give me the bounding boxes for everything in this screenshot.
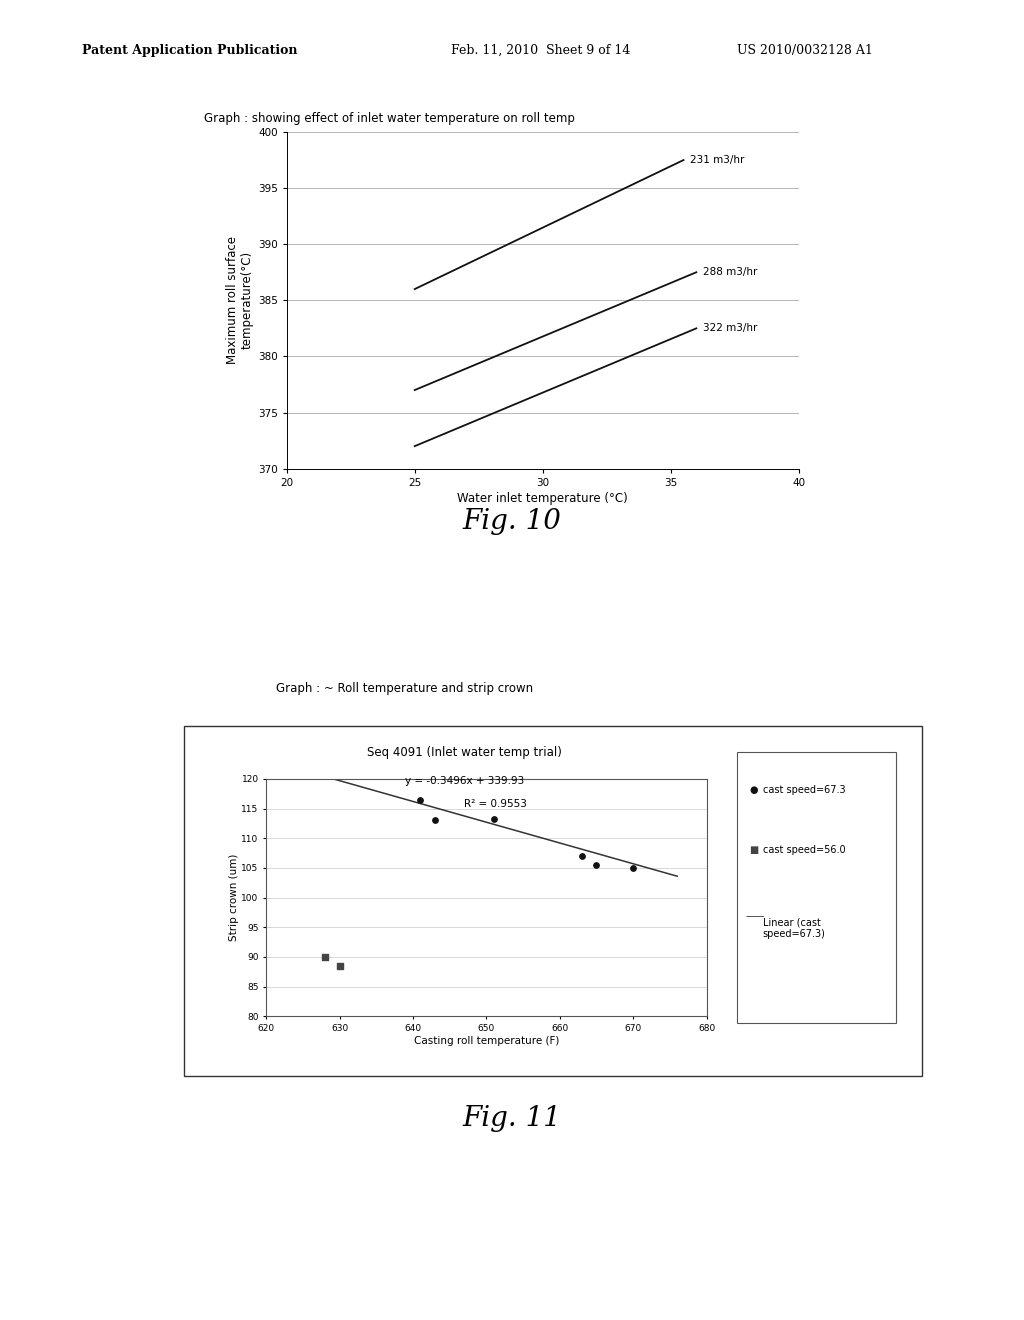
- Text: ●: ●: [750, 785, 758, 796]
- X-axis label: Water inlet temperature (°C): Water inlet temperature (°C): [458, 492, 628, 504]
- Text: 288 m3/hr: 288 m3/hr: [702, 267, 757, 277]
- Text: ——: ——: [745, 911, 765, 921]
- Point: [573, 846, 590, 867]
- Text: Seq 4091 (Inlet water temp trial): Seq 4091 (Inlet water temp trial): [367, 746, 562, 759]
- Text: Feb. 11, 2010  Sheet 9 of 14: Feb. 11, 2010 Sheet 9 of 14: [451, 44, 630, 57]
- Text: Fig. 11: Fig. 11: [463, 1105, 561, 1131]
- Point: [485, 808, 502, 829]
- Point: [332, 956, 348, 977]
- Text: US 2010/0032128 A1: US 2010/0032128 A1: [737, 44, 873, 57]
- Text: Graph : ~ Roll temperature and strip crown: Graph : ~ Roll temperature and strip cro…: [276, 682, 534, 696]
- Text: cast speed=56.0: cast speed=56.0: [763, 845, 846, 855]
- Text: 231 m3/hr: 231 m3/hr: [690, 154, 744, 165]
- Text: ■: ■: [750, 845, 759, 855]
- Text: Fig. 10: Fig. 10: [463, 508, 561, 535]
- Point: [427, 810, 443, 832]
- Point: [412, 789, 428, 810]
- Point: [625, 858, 641, 879]
- Text: 322 m3/hr: 322 m3/hr: [702, 323, 757, 334]
- X-axis label: Casting roll temperature (F): Casting roll temperature (F): [414, 1036, 559, 1045]
- Point: [316, 946, 333, 968]
- Text: Patent Application Publication: Patent Application Publication: [82, 44, 297, 57]
- Y-axis label: Maximum roll surface
temperature(°C): Maximum roll surface temperature(°C): [225, 236, 254, 364]
- Text: Graph : showing effect of inlet water temperature on roll temp: Graph : showing effect of inlet water te…: [204, 112, 574, 125]
- Point: [588, 854, 604, 875]
- Text: Linear (cast
speed=67.3): Linear (cast speed=67.3): [763, 917, 825, 939]
- Text: R² = 0.9553: R² = 0.9553: [465, 799, 527, 809]
- Text: cast speed=67.3: cast speed=67.3: [763, 785, 846, 796]
- Y-axis label: Strip crown (um): Strip crown (um): [228, 854, 239, 941]
- Text: y = -0.3496x + 339.93: y = -0.3496x + 339.93: [404, 776, 524, 787]
